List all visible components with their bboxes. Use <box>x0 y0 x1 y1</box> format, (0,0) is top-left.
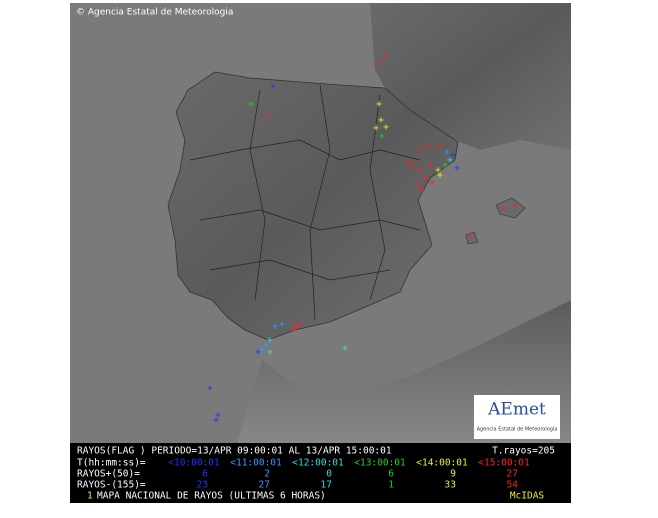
strike: + <box>437 140 443 151</box>
strike: + <box>373 123 379 134</box>
strike: + <box>417 165 423 176</box>
negative-count: 1 <box>388 480 394 491</box>
france <box>370 3 571 150</box>
positive-count: 6 <box>202 469 208 480</box>
logo-name: AEmet <box>487 400 546 420</box>
footer-number: 1 <box>87 491 93 502</box>
positive-count: 0 <box>326 469 332 480</box>
strike: + <box>213 415 219 426</box>
legend-total: T.rayos=205 <box>492 446 555 457</box>
strike: + <box>376 58 382 69</box>
strike: + <box>419 185 425 196</box>
strike: + <box>437 170 443 181</box>
logo-subtitle: Agencia Estatal de Meteorología <box>477 426 558 433</box>
footer-system: McIDAS <box>510 491 545 502</box>
strike: + <box>415 181 421 192</box>
legend-title: RAYOS(FLAG ) PERIODO=13/APR 09:00:01 AL … <box>77 446 392 457</box>
negative-count: 27 <box>259 480 270 491</box>
negative-count: 17 <box>321 480 332 491</box>
strike: + <box>259 345 265 356</box>
interval: <13:00:01 <box>354 458 406 469</box>
positive-label: RAYOS+(50)= <box>77 469 140 480</box>
strike: + <box>379 131 385 142</box>
positive-count: 27 <box>507 469 518 480</box>
province-borders <box>189 84 421 321</box>
strike: + <box>215 410 221 421</box>
strike: + <box>454 163 460 174</box>
balearic-islands <box>465 197 526 245</box>
strike: + <box>383 122 389 133</box>
strike: + <box>267 335 273 346</box>
strike: + <box>255 347 261 358</box>
strike: + <box>427 160 433 171</box>
positive-count: 2 <box>264 469 270 480</box>
strike: + <box>444 147 450 158</box>
legend-band <box>70 443 571 503</box>
strike: + <box>450 150 456 161</box>
strike: + <box>425 141 431 152</box>
strike: + <box>265 111 271 122</box>
strike: + <box>248 99 254 110</box>
strike: + <box>270 81 276 92</box>
strike: + <box>290 325 296 336</box>
strike: + <box>512 200 518 211</box>
negative-count: 23 <box>197 480 208 491</box>
strike: + <box>342 343 348 354</box>
strike: + <box>263 340 269 351</box>
strike: + <box>499 203 505 214</box>
negative-count: 54 <box>507 480 519 491</box>
lightning-strikes: +++++++++++ + ++ ++++ + + ++ +++++++++++++ +++++… <box>207 50 518 426</box>
strike: + <box>207 383 213 394</box>
logo-box <box>474 395 560 439</box>
strike: + <box>467 231 473 242</box>
credit: © Agencia Estatal de Meteorologia <box>76 8 233 18</box>
strike: + <box>447 155 453 166</box>
strike: + <box>409 160 415 171</box>
strike: + <box>297 320 303 331</box>
strike: + <box>382 50 388 61</box>
interval-label: T(hh:mm:ss)= <box>77 458 146 469</box>
positive-count: 9 <box>450 469 456 480</box>
negative-count: 33 <box>445 480 456 491</box>
strike: + <box>442 160 448 171</box>
interval: <10:00:01 <box>168 458 220 469</box>
strike: + <box>417 145 423 156</box>
footer-title: MAPA NACIONAL DE RAYOS (ULTIMAS 6 HORAS) <box>97 491 326 502</box>
iberia <box>167 71 459 341</box>
strike: + <box>405 157 411 168</box>
strike: + <box>422 173 428 184</box>
interval: <12:00:01 <box>292 458 344 469</box>
strike: + <box>267 347 273 358</box>
positive-count: 6 <box>388 469 394 480</box>
legend: RAYOS(FLAG ) PERIODO=13/APR 09:00:01 AL … <box>77 446 555 502</box>
strike: + <box>279 319 285 330</box>
strike: + <box>293 321 299 332</box>
strike: + <box>376 99 382 110</box>
interval: <11:00:01 <box>230 458 282 469</box>
interval: <14:00:01 <box>416 458 468 469</box>
strike: + <box>272 321 278 332</box>
strike: + <box>429 177 435 188</box>
negative-label: RAYOS-(155)= <box>77 480 146 491</box>
strike: + <box>435 165 441 176</box>
strike: + <box>378 115 384 126</box>
interval: <15:00:01 <box>478 458 530 469</box>
